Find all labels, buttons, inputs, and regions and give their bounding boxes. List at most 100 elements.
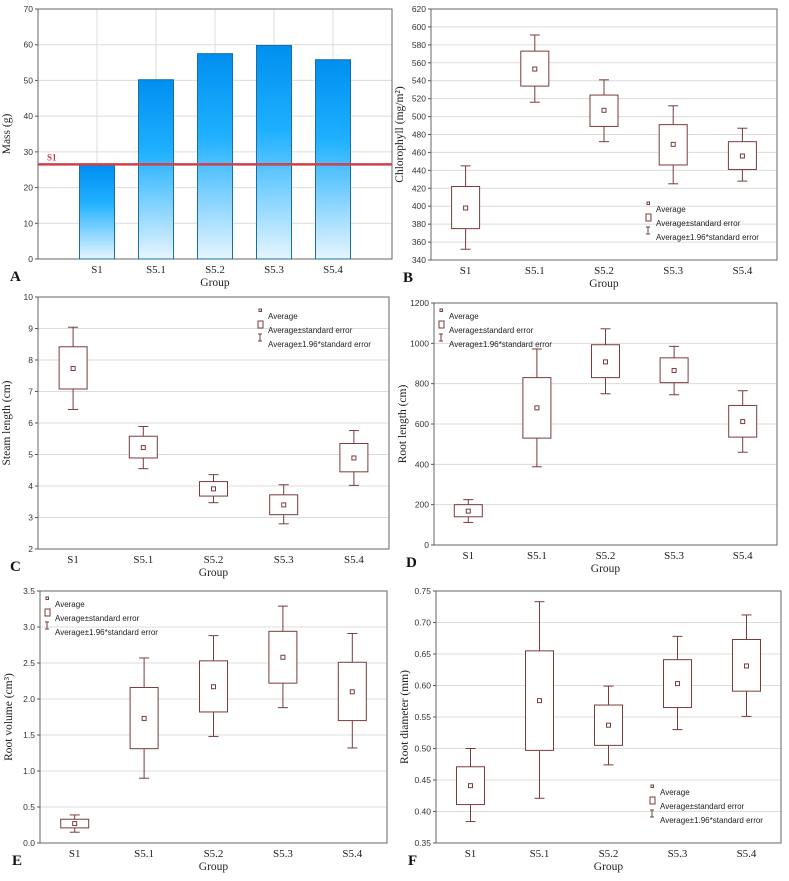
legend-se-box-icon — [645, 213, 652, 222]
x-tick-label: S5.1 — [134, 848, 154, 860]
y-tick-label: 8 — [28, 355, 33, 365]
legend-label: Average±1.96*standard error — [449, 340, 552, 349]
legend-average-icon — [258, 308, 262, 312]
y-tick-label: 600 — [412, 22, 426, 32]
legend-ci-whisker-icon — [439, 333, 443, 342]
y-tick-label: 540 — [412, 76, 426, 86]
y-tick-label: 3 — [28, 513, 33, 523]
mean-marker — [72, 821, 78, 827]
legend-label: Average — [660, 788, 690, 797]
x-tick-label: S5.1 — [146, 264, 166, 276]
x-tick-label: S5.4 — [733, 550, 753, 562]
plot-frame — [433, 302, 778, 546]
x-tick-label: S1 — [465, 848, 477, 860]
box-S5.2 — [589, 79, 619, 143]
legend-label: Average — [656, 205, 686, 214]
y-tick-label: 1200 — [410, 298, 429, 308]
mean-marker — [70, 366, 76, 372]
y-tick-label: 0.5 — [23, 802, 35, 812]
mean-marker — [465, 508, 471, 514]
legend-label: Average±standard error — [660, 802, 745, 811]
box-S5.1 — [520, 34, 550, 103]
mean-marker — [537, 698, 542, 704]
bar-S5.3 — [256, 44, 292, 260]
y-axis-label: Root length (cm) — [397, 385, 409, 464]
x-tick-label: S5.2 — [594, 265, 614, 277]
box-S5.2 — [591, 328, 620, 395]
mean-marker — [739, 153, 745, 159]
panel-letter: B — [403, 270, 413, 286]
box-S5.2 — [199, 474, 228, 504]
bar-S5.1 — [138, 79, 174, 260]
mean-marker — [532, 66, 538, 72]
mean-marker — [141, 715, 147, 721]
x-tick-label: S5.3 — [264, 264, 284, 276]
y-tick-label: 7 — [28, 387, 33, 397]
mean-marker — [351, 455, 357, 461]
box-S5.2 — [594, 685, 623, 766]
y-tick-label: 480 — [412, 130, 426, 140]
y-axis-label: Steam length (cm) — [1, 380, 13, 465]
box-S5.1 — [129, 657, 159, 779]
box-S5.1 — [525, 601, 554, 799]
box-S5.4 — [339, 430, 369, 486]
box-S5.3 — [659, 345, 689, 396]
y-tick-label: 0.55 — [414, 712, 431, 722]
y-tick-label: 500 — [412, 112, 426, 122]
bar-S5.2 — [197, 53, 233, 260]
x-tick-label: S5.3 — [663, 265, 683, 277]
y-tick-label: 1.0 — [23, 766, 35, 776]
y-tick-label: 2.5 — [23, 658, 35, 668]
legend-label: Average±1.96*standard error — [268, 340, 371, 349]
y-tick-label: 10 — [24, 292, 34, 302]
x-tick-label: S5.4 — [342, 848, 362, 860]
x-tick-label: S5.1 — [133, 554, 153, 566]
x-tick-label: S5.3 — [273, 848, 293, 860]
se-box — [337, 661, 367, 722]
x-tick-label: S5.2 — [599, 848, 619, 860]
y-tick-label: 420 — [412, 183, 426, 193]
y-tick-label: 560 — [412, 58, 426, 68]
y-tick-label: 9 — [28, 324, 33, 334]
y-tick-label: 360 — [412, 237, 426, 247]
y-tick-label: 30 — [24, 147, 34, 157]
y-tick-label: 0.75 — [414, 586, 431, 596]
y-tick-label: 3.0 — [23, 622, 35, 632]
box-S5.3 — [269, 484, 299, 525]
mean-marker — [744, 663, 749, 669]
panel-letter: C — [10, 559, 21, 575]
bar-S1 — [79, 164, 115, 260]
x-tick-label: S5.4 — [737, 848, 757, 860]
legend-label: Average±standard error — [55, 614, 140, 623]
mean-marker — [280, 654, 286, 660]
y-tick-label: 5 — [28, 450, 33, 460]
box-S5.4 — [728, 390, 758, 453]
box-S1 — [60, 814, 90, 833]
y-tick-label: 0.60 — [414, 681, 431, 691]
box-S1 — [456, 748, 485, 823]
mean-marker — [281, 502, 287, 508]
panel-b: 340 360 380 400 420 440 460 480 500 520 540 560 580 6… — [394, 4, 778, 290]
x-tick-label: S5.2 — [596, 550, 616, 562]
panel-letter: E — [12, 853, 22, 869]
y-tick-label: 0.35 — [414, 838, 431, 848]
y-tick-label: 2 — [28, 544, 33, 554]
mean-marker — [606, 722, 611, 728]
x-tick-label: S1 — [462, 550, 474, 562]
x-tick-label: S5.3 — [274, 554, 294, 566]
box-S5.3 — [268, 605, 298, 709]
legend-se-box-icon — [438, 320, 445, 329]
box-S5.1 — [128, 425, 158, 470]
x-tick-label: S5.4 — [344, 554, 364, 566]
legend-label: Average±standard error — [449, 326, 534, 335]
y-tick-label: 460 — [412, 147, 426, 157]
y-tick-label: 50 — [24, 75, 34, 85]
mean-marker — [740, 419, 746, 425]
legend-label: Average — [55, 600, 85, 609]
box-S5.3 — [663, 635, 692, 731]
y-tick-label: 0.70 — [414, 618, 431, 628]
y-tick-label: 400 — [415, 459, 429, 469]
x-tick-label: S5.4 — [732, 265, 752, 277]
legend-label: Average±1.96*standard error — [656, 233, 759, 242]
legend-se-box-icon — [44, 608, 51, 617]
